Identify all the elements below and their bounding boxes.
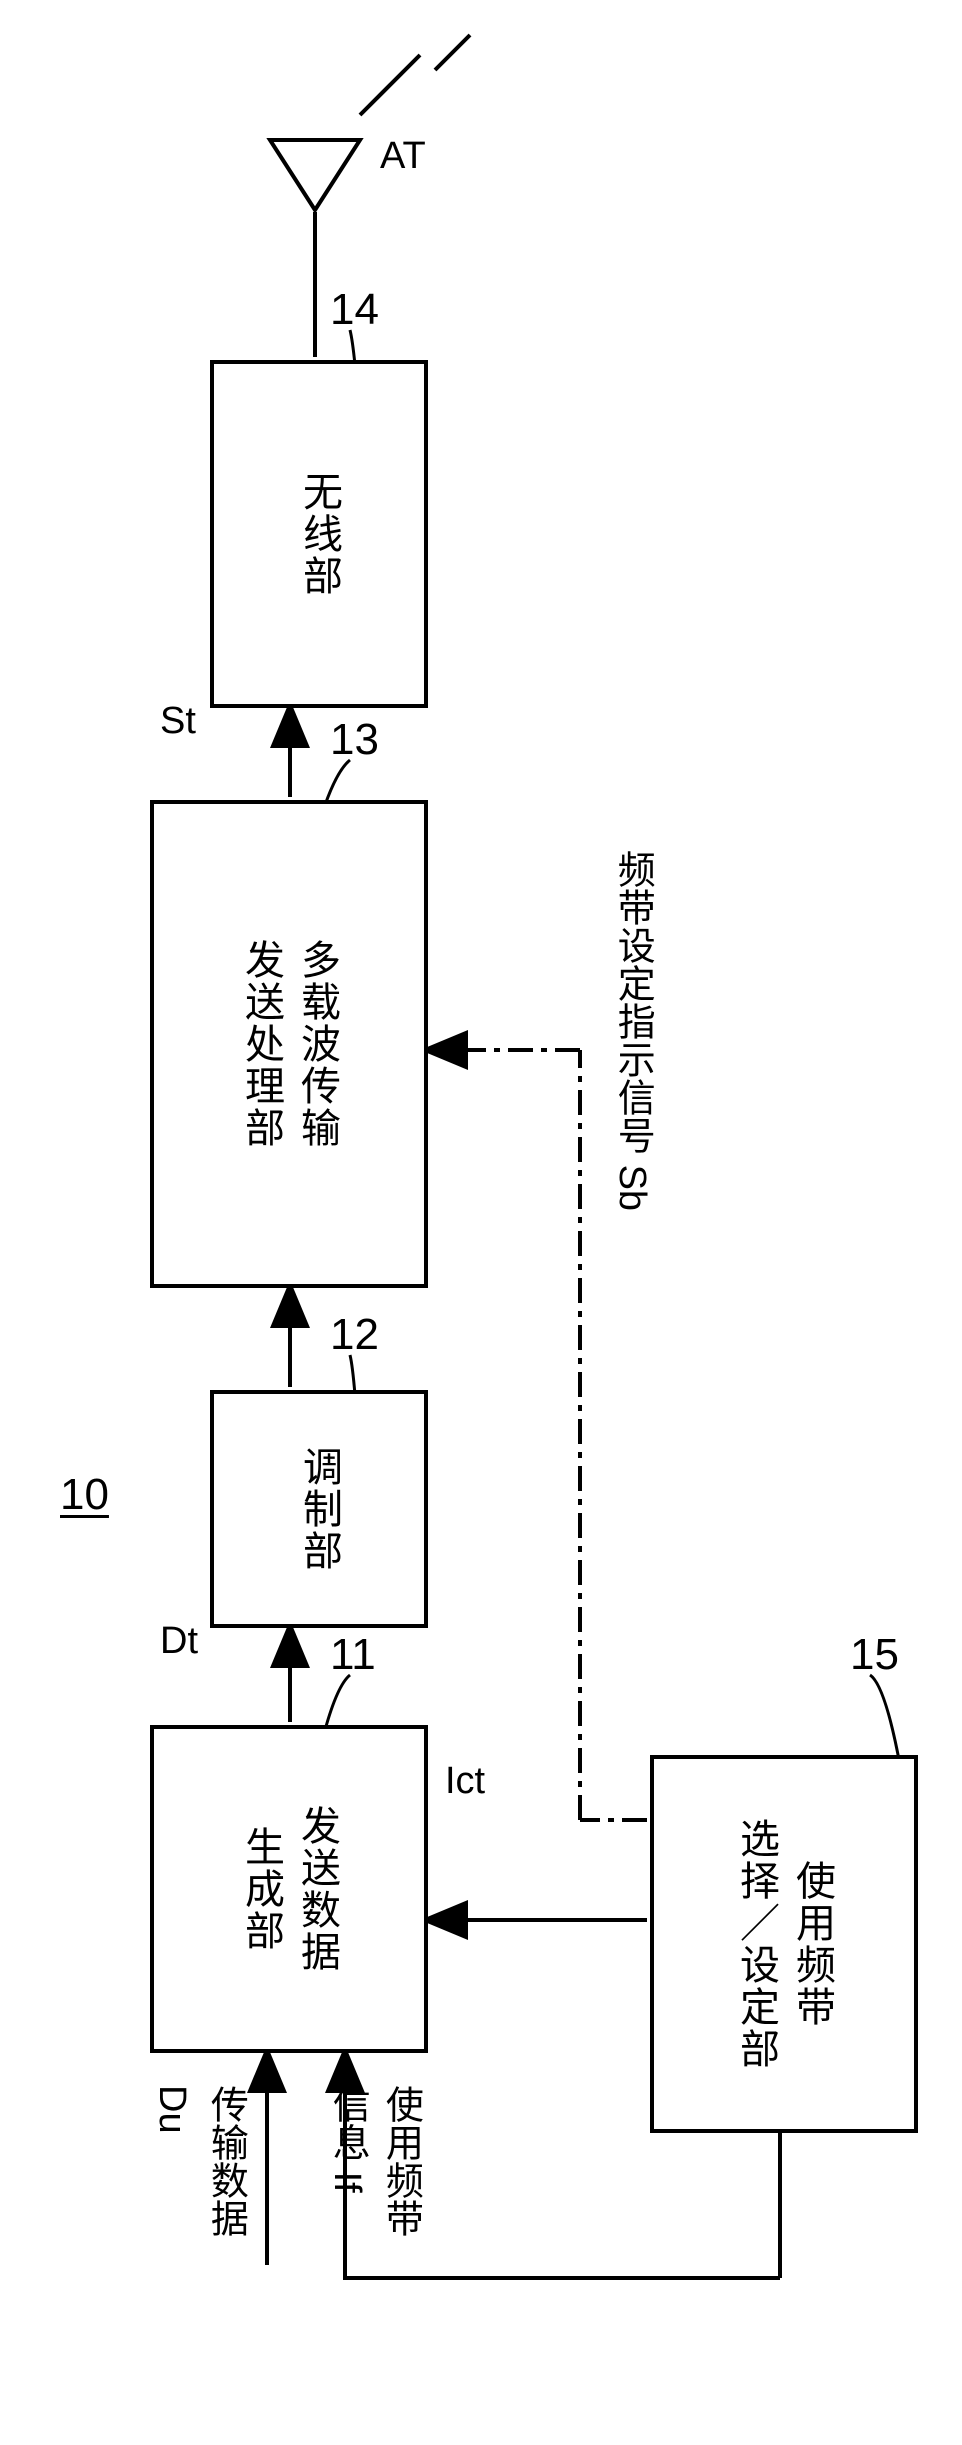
block-b15: 使用频带选择／设定部 (650, 1755, 918, 2133)
label-lab_dt: Dt (160, 1620, 198, 1663)
block-number: 13 (330, 715, 379, 765)
label-lab_st: St (160, 700, 196, 743)
block-b12: 调制部 (210, 1390, 428, 1628)
label-lab_du: 传输数据Du (145, 2085, 251, 2237)
block-number: 12 (330, 1310, 379, 1360)
block-number: 15 (850, 1630, 899, 1680)
label-lab_ict: Ict (445, 1760, 485, 1803)
label-lab_at: AT (380, 135, 426, 178)
block-number: 11 (330, 1630, 376, 1680)
block-b13: 多载波传输发送处理部 (150, 800, 428, 1288)
antenna-ray (435, 35, 470, 70)
block-b14: 无线部 (210, 360, 428, 708)
antenna-ray (360, 55, 420, 115)
label-lab_sb: 频带设定指示信号 Sb (605, 850, 658, 1211)
label-lab_if: 使用频带信息 If (320, 2085, 426, 2237)
block-b11: 发送数据生成部 (150, 1725, 428, 2053)
block-number: 14 (330, 285, 379, 335)
antenna-icon (270, 140, 360, 210)
system-id: 10 (60, 1470, 109, 1520)
